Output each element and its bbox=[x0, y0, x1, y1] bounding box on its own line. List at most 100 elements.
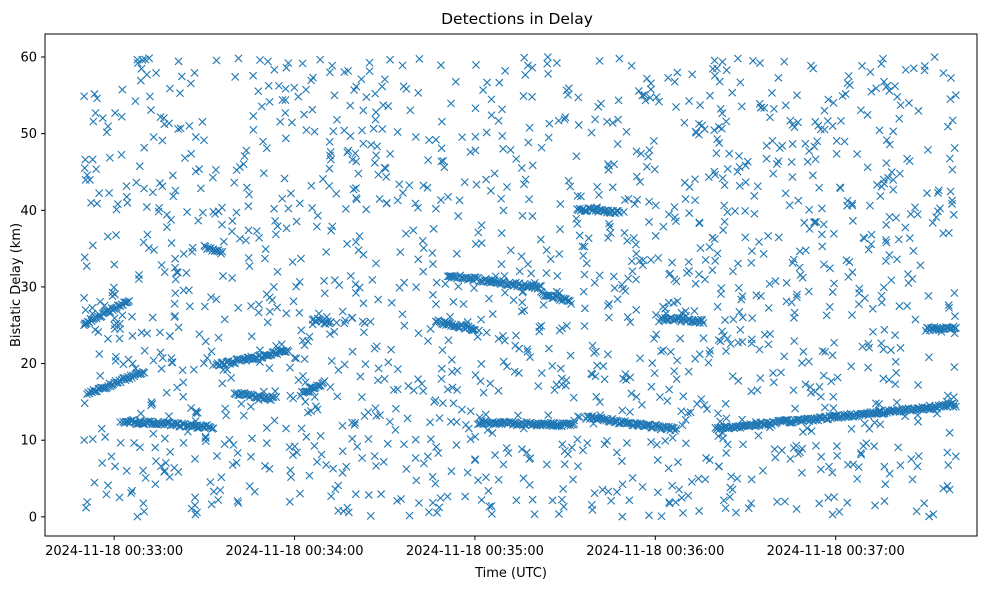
data-point bbox=[747, 246, 756, 255]
data-point bbox=[292, 217, 301, 226]
data-point bbox=[829, 98, 838, 107]
data-point bbox=[108, 288, 117, 297]
data-point bbox=[102, 128, 111, 137]
data-point bbox=[158, 182, 167, 191]
data-point bbox=[281, 108, 290, 117]
data-point bbox=[723, 208, 732, 217]
data-point bbox=[537, 369, 546, 378]
data-point bbox=[788, 139, 797, 148]
data-point bbox=[140, 507, 149, 516]
data-point bbox=[877, 59, 886, 68]
data-point bbox=[424, 156, 433, 165]
data-point bbox=[429, 224, 438, 233]
data-point bbox=[562, 321, 571, 330]
data-point bbox=[797, 468, 806, 477]
data-point bbox=[290, 83, 299, 92]
data-point bbox=[871, 399, 880, 408]
data-point bbox=[265, 364, 274, 373]
data-point bbox=[313, 211, 322, 220]
data-point bbox=[769, 104, 778, 113]
data-point bbox=[148, 400, 157, 408]
data-point bbox=[260, 254, 269, 263]
data-point bbox=[288, 451, 297, 460]
data-point bbox=[225, 435, 234, 444]
data-point bbox=[166, 447, 175, 456]
data-point bbox=[259, 137, 268, 146]
data-point bbox=[361, 360, 370, 369]
data-point bbox=[409, 386, 418, 395]
data-point bbox=[634, 87, 643, 96]
data-point bbox=[474, 228, 483, 237]
data-point bbox=[186, 79, 195, 88]
data-point bbox=[487, 509, 496, 518]
data-point bbox=[785, 201, 794, 210]
data-point bbox=[648, 359, 657, 368]
data-point bbox=[681, 415, 690, 424]
data-point bbox=[431, 300, 440, 309]
data-point bbox=[792, 505, 801, 513]
data-point bbox=[351, 418, 360, 427]
data-point bbox=[911, 203, 919, 212]
data-point bbox=[595, 271, 604, 280]
data-point bbox=[471, 370, 480, 379]
data-point bbox=[191, 493, 200, 502]
data-point bbox=[560, 446, 569, 455]
data-point bbox=[248, 434, 257, 443]
data-point bbox=[282, 224, 291, 233]
data-point bbox=[351, 237, 360, 246]
data-point bbox=[257, 102, 266, 111]
data-point bbox=[791, 404, 800, 413]
data-point bbox=[858, 342, 867, 351]
data-point bbox=[211, 165, 220, 174]
data-markers bbox=[80, 53, 960, 521]
data-point bbox=[330, 91, 339, 100]
data-point bbox=[924, 291, 933, 300]
data-point bbox=[544, 291, 553, 300]
data-point bbox=[398, 61, 407, 70]
data-point bbox=[140, 184, 149, 193]
data-point bbox=[102, 490, 111, 499]
data-point bbox=[402, 465, 411, 474]
data-point bbox=[89, 117, 98, 126]
data-point bbox=[300, 341, 309, 350]
data-point bbox=[716, 104, 725, 113]
data-point bbox=[934, 188, 942, 197]
data-point bbox=[670, 77, 679, 86]
data-point bbox=[558, 419, 567, 428]
data-point bbox=[160, 120, 169, 129]
data-point bbox=[671, 426, 680, 435]
data-point bbox=[627, 61, 636, 70]
data-point bbox=[282, 424, 291, 433]
data-point bbox=[652, 440, 661, 449]
data-point bbox=[584, 412, 593, 421]
data-point bbox=[925, 512, 934, 521]
data-point bbox=[722, 448, 731, 457]
data-point bbox=[255, 233, 264, 242]
data-point bbox=[160, 268, 169, 277]
data-point bbox=[212, 295, 221, 304]
data-point bbox=[732, 508, 740, 517]
data-point bbox=[425, 136, 434, 145]
data-point bbox=[661, 436, 670, 445]
data-point bbox=[274, 81, 283, 90]
data-point bbox=[393, 365, 402, 374]
data-point bbox=[503, 182, 512, 191]
data-point bbox=[734, 376, 743, 385]
data-point bbox=[191, 454, 200, 463]
data-point bbox=[201, 434, 210, 443]
data-point bbox=[685, 209, 694, 218]
data-point bbox=[135, 162, 144, 171]
data-point bbox=[461, 492, 470, 501]
data-point bbox=[80, 293, 89, 302]
data-point bbox=[832, 136, 841, 145]
data-point bbox=[218, 203, 226, 212]
data-point bbox=[80, 164, 89, 173]
data-point bbox=[646, 93, 655, 102]
data-point bbox=[815, 499, 824, 508]
data-point bbox=[203, 353, 212, 362]
data-point bbox=[502, 443, 511, 452]
data-point bbox=[564, 176, 573, 185]
data-point bbox=[843, 79, 852, 88]
data-point bbox=[139, 238, 148, 247]
